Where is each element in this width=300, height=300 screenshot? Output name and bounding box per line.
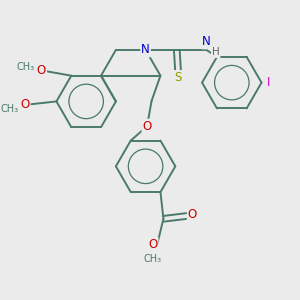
Text: O: O [20,98,30,112]
Text: O: O [142,120,152,133]
Text: CH₃: CH₃ [144,254,162,264]
Text: O: O [37,64,46,76]
Text: N: N [202,35,211,48]
Text: H: H [212,47,220,57]
Text: O: O [148,238,158,251]
Text: CH₃: CH₃ [0,104,18,114]
Text: O: O [188,208,197,221]
Text: S: S [175,71,182,84]
Text: I: I [267,76,270,89]
Text: CH₃: CH₃ [16,61,34,72]
Text: N: N [141,44,150,56]
